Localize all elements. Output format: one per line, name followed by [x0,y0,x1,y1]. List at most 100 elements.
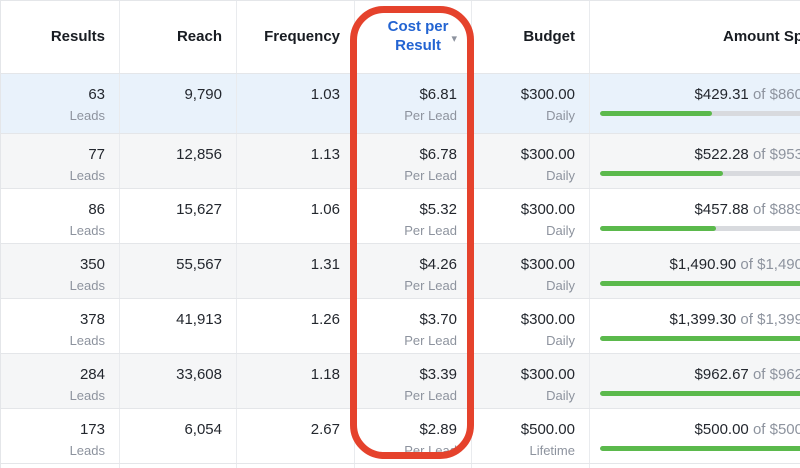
results-type-label: Leads [69,168,105,183]
amount-spent-value: $1,399.30 [669,311,737,328]
amount-spent-value: $429.31 [694,86,749,103]
budget-value: $300.00 [520,201,575,218]
cost-unit-label: Per Lead [404,278,457,293]
table-row[interactable]: 378 Leads 41,913 1.26 $3.70 Per Lead $300.… [1,299,800,354]
results-type-label: Leads [69,333,105,348]
results-type-label: Leads [69,278,105,293]
reach-value: 6,054 [184,421,222,438]
frequency-value: 1.03 [310,86,340,103]
amount-spent-value: $522.28 [694,146,749,163]
reach-value: 55,567 [176,256,222,273]
budget-type-label: Daily [546,278,575,293]
reach-value: 9,790 [184,86,222,103]
amount-spent-value: $962.67 [694,366,749,383]
table-row[interactable]: 77 Leads 12,856 1.13 $6.78 Per Lead $300.0… [1,134,800,189]
budget-type-label: Daily [546,223,575,238]
amount-spent-value: $500.00 [694,421,749,438]
amount-spent-progress-bar [600,171,800,176]
table-header-row: Results Reach Frequency Cost per Result … [1,1,800,74]
table-row[interactable]: 173 Leads 6,054 2.67 $2.89 Per Lead $500.0… [1,409,800,464]
cost-unit-label: Per Lead [404,388,457,403]
amount-spent-progress-bar [600,226,800,231]
results-value: 63 [88,86,105,103]
results-value: 350 [79,256,105,273]
budget-type-label: Daily [546,168,575,183]
budget-type-label: Daily [546,388,575,403]
frequency-value: 1.26 [310,311,340,328]
column-header-amount-spent[interactable]: Amount Sp [590,1,800,73]
results-type-label: Leads [69,223,105,238]
table-row[interactable]: 86 Leads 15,627 1.06 $5.32 Per Lead $300.0… [1,189,800,244]
cost-unit-label: Per Lead [404,168,457,183]
results-value: 284 [79,366,105,383]
reach-value: 12,856 [176,146,222,163]
column-header-frequency[interactable]: Frequency [237,1,355,73]
table-row[interactable]: 63 Leads 9,790 1.03 $6.81 Per Lead $300.00… [1,74,800,134]
results-header-label: Results [50,27,105,45]
amount-spent-header-label: Amount Sp [723,27,800,45]
amount-spent-progress-bar [600,111,800,116]
cost-per-result-value: $3.39 [419,366,457,383]
frequency-value: 1.18 [310,366,340,383]
budget-type-label: Lifetime [529,443,575,458]
amount-spent-limit: of $962 [748,366,800,383]
budget-type-label: Daily [546,333,575,348]
frequency-value: 1.31 [310,256,340,273]
amount-spent-progress-bar [600,446,800,451]
results-type-label: Leads [69,443,105,458]
cost-per-result-value: $4.26 [419,256,457,273]
frequency-value: 2.67 [310,421,340,438]
reach-value: 41,913 [176,311,222,328]
column-header-reach[interactable]: Reach [120,1,237,73]
results-value: 77 [88,146,105,163]
cost-per-result-value: $5.32 [419,201,457,218]
budget-value: $300.00 [520,86,575,103]
budget-value: $300.00 [520,256,575,273]
budget-value: $300.00 [520,366,575,383]
frequency-value: 1.06 [310,201,340,218]
sort-descending-icon: ▾ [451,32,457,45]
reach-value: 15,627 [176,201,222,218]
cost-per-result-value: $6.78 [419,146,457,163]
reach-value: 33,608 [176,366,222,383]
budget-value: $300.00 [520,311,575,328]
reach-header-label: Reach [176,27,222,45]
amount-spent-limit: of $1,399 [736,311,800,328]
table-row-partial [1,464,800,468]
amount-spent-limit: of $889 [748,201,800,218]
cost-per-result-value: $6.81 [419,86,457,103]
amount-spent-limit: of $953 [748,146,800,163]
table-row[interactable]: 350 Leads 55,567 1.31 $4.26 Per Lead $300.… [1,244,800,299]
column-header-cost-per-result[interactable]: Cost per Result ▾ [355,1,472,73]
cost-per-result-value: $3.70 [419,311,457,328]
results-value: 86 [88,201,105,218]
amount-spent-progress-bar [600,391,800,396]
amount-spent-limit: of $860 [748,86,800,103]
amount-spent-progress-bar [600,281,800,286]
amount-spent-limit: of $1,490 [736,256,800,273]
table-row[interactable]: 284 Leads 33,608 1.18 $3.39 Per Lead $300.… [1,354,800,409]
cost-per-result-value: $2.89 [419,421,457,438]
cost-per-result-header-label: Cost per Result [387,18,449,54]
results-value: 378 [79,311,105,328]
cost-unit-label: Per Lead [404,223,457,238]
budget-value: $300.00 [520,146,575,163]
frequency-header-label: Frequency [264,27,340,45]
amount-spent-progress-bar [600,336,800,341]
results-type-label: Leads [69,108,105,123]
column-header-budget[interactable]: Budget [472,1,590,73]
amount-spent-value: $1,490.90 [669,256,737,273]
column-header-results[interactable]: Results [1,1,120,73]
frequency-value: 1.13 [310,146,340,163]
results-value: 173 [79,421,105,438]
budget-value: $500.00 [520,421,575,438]
budget-header-label: Budget [523,27,575,45]
amount-spent-limit: of $500 [748,421,800,438]
cost-unit-label: Per Lead [404,443,457,458]
amount-spent-value: $457.88 [694,201,749,218]
results-type-label: Leads [69,388,105,403]
cost-unit-label: Per Lead [404,333,457,348]
cost-unit-label: Per Lead [404,108,457,123]
